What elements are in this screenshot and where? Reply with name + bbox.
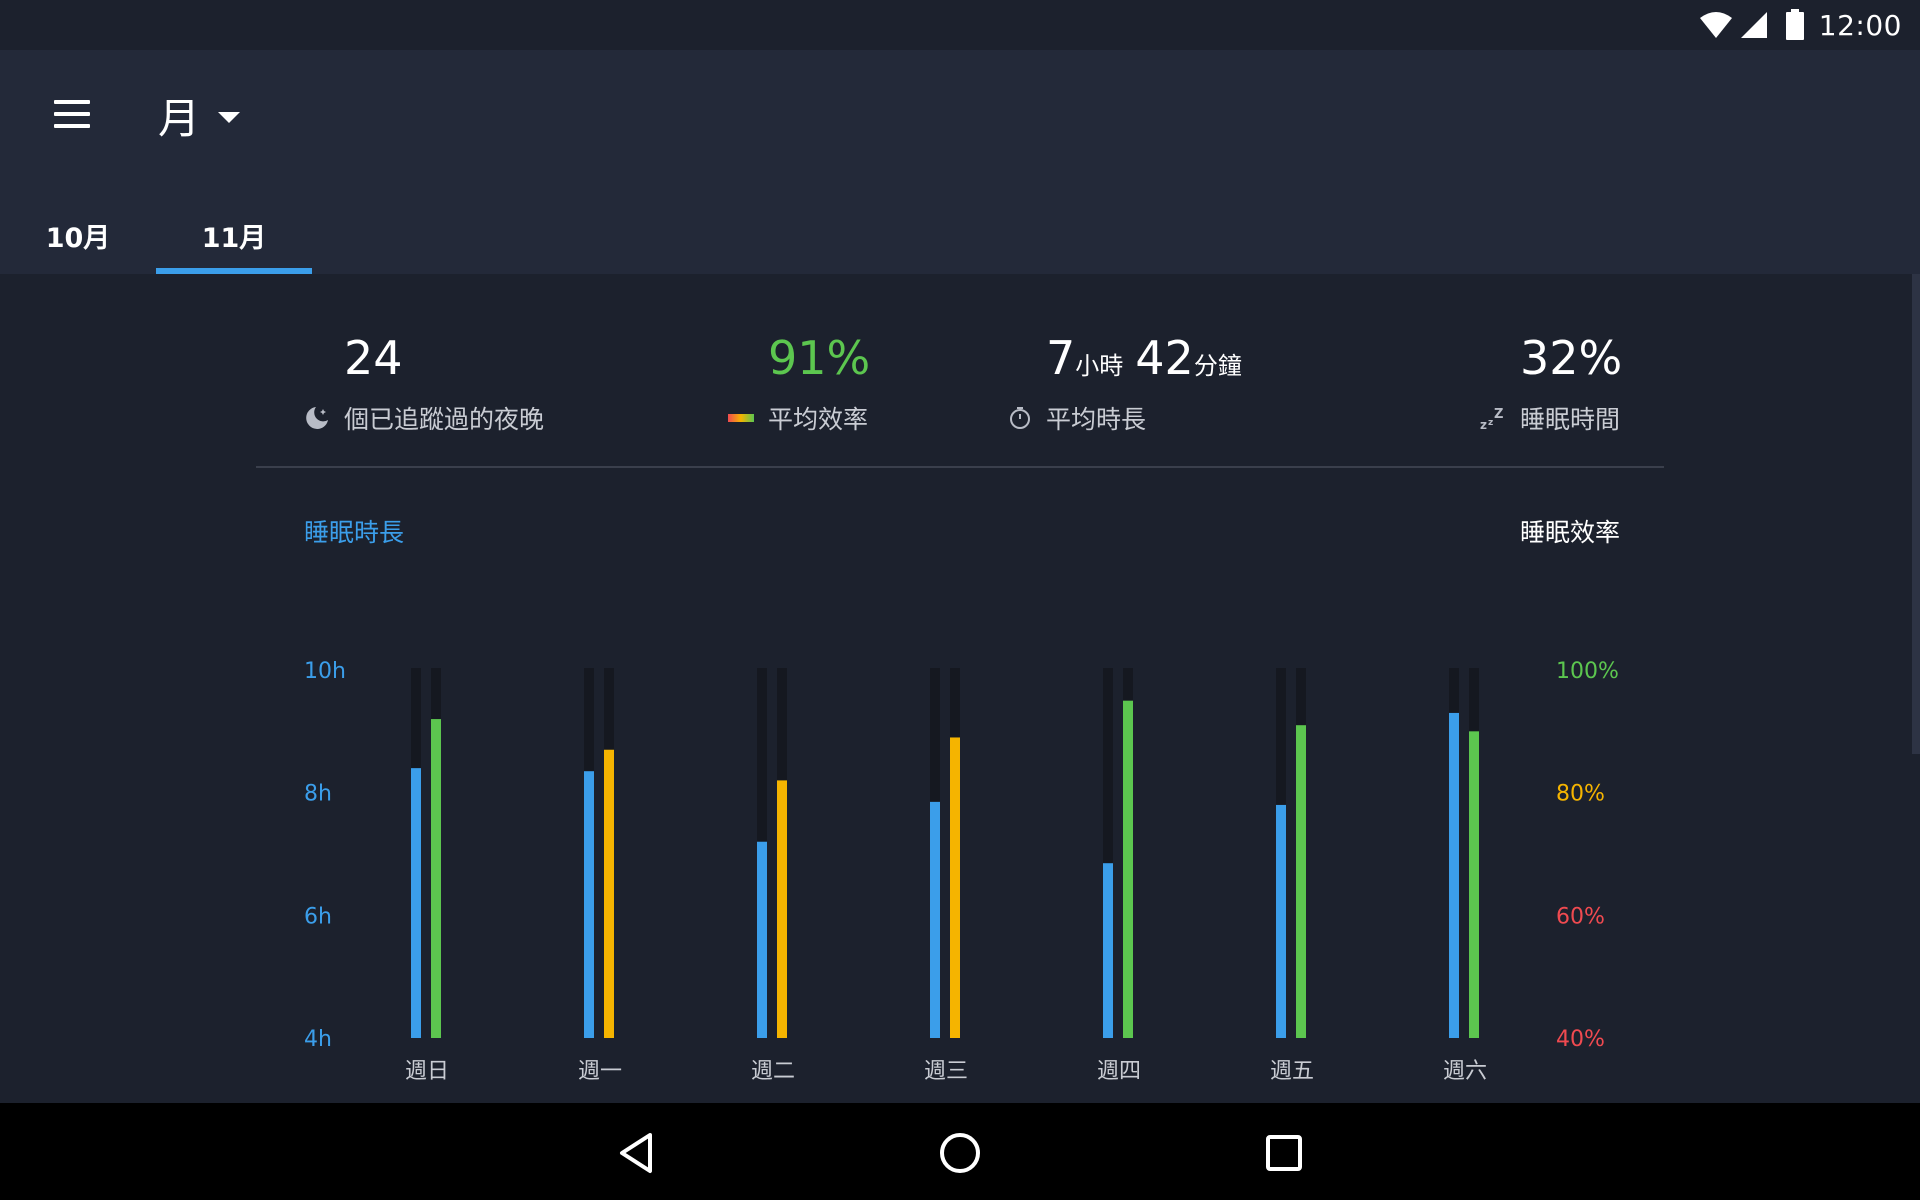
tab-october[interactable]: 10月	[45, 222, 111, 254]
bar-sleep-duration	[411, 768, 421, 1038]
stat-duration-label-row: 平均時長	[1008, 400, 1146, 436]
x-axis-day-label: 週二	[751, 1059, 795, 1084]
stat-duration-value: 7小時 42分鐘	[1046, 330, 1242, 394]
recents-button[interactable]	[1254, 1123, 1314, 1183]
bar-sleep-efficiency	[1296, 725, 1306, 1038]
scrollbar[interactable]	[1912, 274, 1920, 754]
period-label: 月	[158, 93, 201, 143]
clock-icon	[1010, 407, 1030, 429]
bar-sleep-duration	[1449, 712, 1459, 1038]
svg-text:Z: Z	[1494, 407, 1503, 422]
duration-minutes-unit: 分鐘	[1193, 352, 1242, 380]
x-axis-day-label: 週一	[578, 1059, 622, 1084]
app-bar: 月 10月 11月	[0, 50, 1920, 274]
legend-sleep-duration[interactable]: 睡眠時長	[304, 518, 405, 547]
y-axis-left-tick-label: 10h	[304, 659, 346, 684]
navigation-bar	[0, 1103, 1920, 1200]
bar-track	[1103, 668, 1113, 1038]
bar-sleep-duration	[1276, 804, 1286, 1038]
stat-sleep-time-label: 睡眠時間	[1520, 405, 1621, 434]
bar-sleep-efficiency	[1469, 731, 1479, 1038]
stat-sleep-time: 32% z z Z 睡眠時間	[1480, 330, 1660, 440]
hamburger-icon-line	[54, 124, 90, 128]
cellular-signal-icon	[1740, 12, 1767, 38]
stat-efficiency-value: 91%	[768, 331, 871, 385]
stat-efficiency-label: 平均效率	[768, 405, 869, 434]
stat-nights-label: 個已追蹤過的夜晚	[344, 405, 545, 434]
y-axis-right-tick-label: 80%	[1556, 782, 1605, 807]
bar-sleep-efficiency	[1123, 700, 1133, 1038]
stat-duration: 7小時 42分鐘 平均時長	[1006, 330, 1306, 440]
moon-icon	[306, 407, 328, 429]
hamburger-icon-line	[54, 100, 90, 104]
home-button[interactable]	[930, 1123, 990, 1183]
x-axis-day-label: 週六	[1443, 1059, 1487, 1084]
back-button[interactable]	[606, 1123, 666, 1183]
status-bar: 12:00	[0, 0, 1920, 50]
dropdown-caret-icon	[218, 111, 241, 123]
x-axis-day-label: 週四	[1097, 1059, 1141, 1084]
hamburger-icon-line	[54, 112, 90, 116]
duration-hours: 7	[1046, 331, 1076, 385]
svg-text:z: z	[1488, 418, 1493, 428]
bar-sleep-duration	[584, 771, 594, 1038]
month-tabs: 10月 11月	[0, 196, 312, 274]
efficiency-gradient-icon	[728, 414, 754, 422]
bar-sleep-efficiency	[950, 737, 960, 1038]
stats-divider	[256, 466, 1664, 468]
bar-sleep-duration	[930, 801, 940, 1038]
bar-sleep-efficiency	[431, 719, 441, 1038]
y-axis-right-tick-label: 60%	[1556, 904, 1605, 929]
duration-minutes: 42	[1135, 331, 1194, 385]
battery-icon	[1785, 9, 1804, 40]
bar-sleep-efficiency	[777, 780, 787, 1038]
y-axis-right-tick-label: 40%	[1556, 1027, 1605, 1052]
weekly-sleep-chart: 10h 8h 6h 4h 100% 80% 60% 40% 週日 週一 週二 週三 週四 週五 週六	[304, 659, 1619, 1084]
svg-text:z: z	[1480, 418, 1487, 431]
home-circle-icon	[940, 1133, 980, 1173]
stat-efficiency: 91% 平均效率	[726, 330, 926, 440]
stat-duration-label: 平均時長	[1046, 405, 1147, 434]
x-axis-day-label: 週五	[1270, 1059, 1314, 1084]
bar-sleep-duration	[1103, 863, 1113, 1038]
y-axis-left-tick-label: 6h	[304, 904, 332, 929]
zzz-icon: z z Z	[1480, 407, 1503, 431]
tab-november[interactable]: 11月	[156, 196, 312, 274]
status-clock: 12:00	[1818, 8, 1902, 42]
wifi-icon	[1699, 12, 1732, 38]
duration-hours-unit: 小時	[1075, 352, 1124, 380]
stat-sleep-time-value: 32%	[1520, 331, 1623, 385]
recents-square-icon	[1266, 1135, 1302, 1171]
stat-nights: 24 個已追蹤過的夜晚	[300, 330, 600, 440]
stat-efficiency-label-row: 平均效率	[728, 400, 868, 436]
x-axis-day-label: 週日	[405, 1059, 449, 1084]
bar-sleep-duration	[757, 841, 767, 1038]
menu-button[interactable]	[42, 90, 102, 138]
stat-nights-value: 24	[344, 331, 403, 385]
status-icons: 12:00	[1699, 6, 1902, 44]
stat-nights-label-row: 個已追蹤過的夜晚	[304, 400, 544, 436]
period-dropdown[interactable]: 月	[158, 90, 241, 143]
x-axis-day-label: 週三	[924, 1059, 968, 1084]
legend-sleep-efficiency[interactable]: 睡眠效率	[1520, 518, 1621, 547]
bar-sleep-efficiency	[604, 749, 614, 1038]
back-triangle-icon	[620, 1133, 652, 1173]
y-axis-left-tick-label: 8h	[304, 782, 332, 807]
stat-sleep-time-label-row: z z Z 睡眠時間	[1480, 400, 1620, 436]
y-axis-left-tick-label: 4h	[304, 1027, 332, 1052]
y-axis-right-tick-label: 100%	[1556, 659, 1619, 684]
